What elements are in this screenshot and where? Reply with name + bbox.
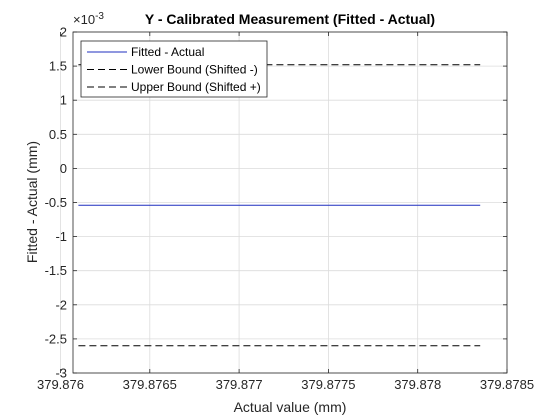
y-tick-label: 1	[60, 93, 67, 108]
x-tick-label: 379.8775	[301, 377, 355, 392]
y-tick-label: -1	[55, 229, 67, 244]
y-tick-label: 2	[60, 25, 67, 40]
y-tick-label: -1.5	[45, 263, 67, 278]
x-tick-labels: 379.876 379.8765 379.877 379.8775 379.878 379…	[37, 377, 534, 392]
legend-label: Lower Bound (Shifted -)	[131, 63, 258, 77]
x-tick-label: 379.877	[216, 377, 263, 392]
y-tick-label: -2	[55, 297, 67, 312]
y-axis-exponent: ×10-3	[73, 11, 104, 27]
y-tick-label: 0.5	[49, 127, 67, 142]
y-tick-label: 1.5	[49, 59, 67, 74]
y-tick-labels: -3 -2.5 -2 -1.5 -1 -0.5 0 0.5 1 1.5 2	[45, 25, 67, 381]
x-tick-label: 379.8765	[123, 377, 177, 392]
y-exponent-power: -3	[95, 11, 104, 22]
x-tick-label: 379.8785	[480, 377, 534, 392]
tick-marks	[60, 31, 508, 374]
chart-title: Y - Calibrated Measurement (Fitted - Act…	[145, 11, 435, 27]
x-tick-label: 379.878	[394, 377, 441, 392]
y-exponent-base: ×10	[73, 12, 95, 27]
x-tick-label: 379.876	[37, 377, 84, 392]
x-axis-label: Actual value (mm)	[234, 399, 347, 415]
y-tick-label: -0.5	[45, 195, 67, 210]
legend-label: Upper Bound (Shifted +)	[131, 80, 261, 94]
y-tick-label: 0	[60, 161, 67, 176]
legend: Fitted - Actual Lower Bound (Shifted -) Up…	[80, 40, 268, 98]
y-axis-label: Fitted - Actual (mm)	[24, 141, 40, 263]
y-tick-label: -2.5	[45, 331, 67, 346]
legend-label: Fitted - Actual	[131, 45, 204, 59]
y-tick-label: -3	[55, 366, 67, 381]
